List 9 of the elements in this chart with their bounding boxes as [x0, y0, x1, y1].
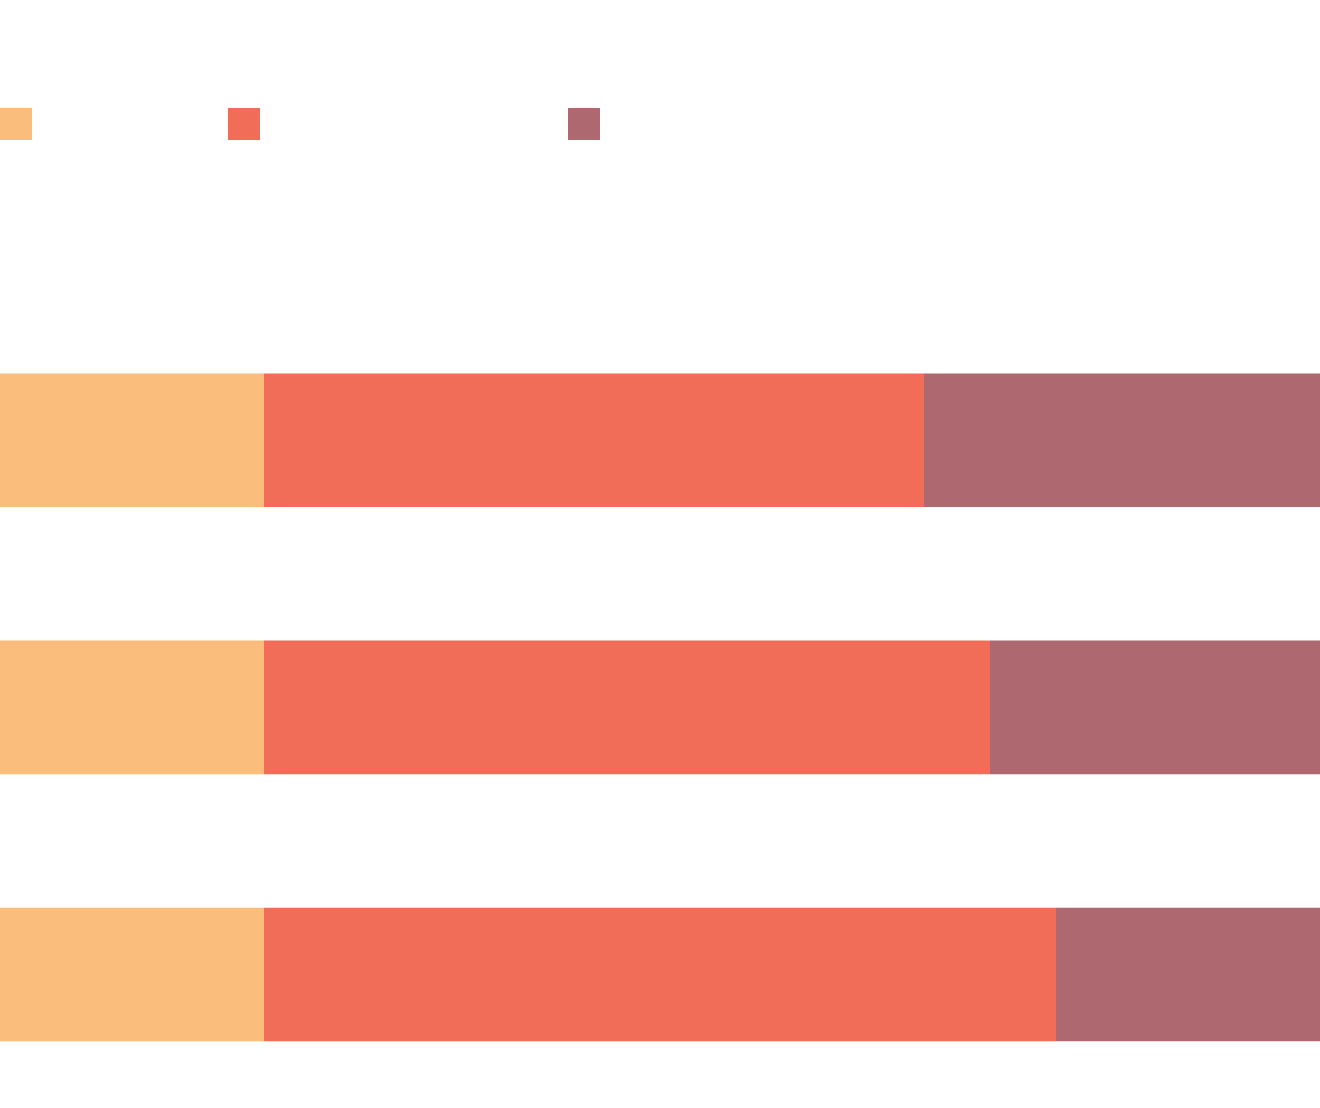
bar [990, 640, 1320, 775]
bar [264, 907, 1056, 1042]
bar [924, 373, 1320, 508]
bar [0, 373, 264, 508]
bar [264, 373, 924, 508]
bar [0, 907, 264, 1042]
bar [264, 640, 990, 775]
bar [0, 640, 264, 775]
bar [1056, 907, 1320, 1042]
